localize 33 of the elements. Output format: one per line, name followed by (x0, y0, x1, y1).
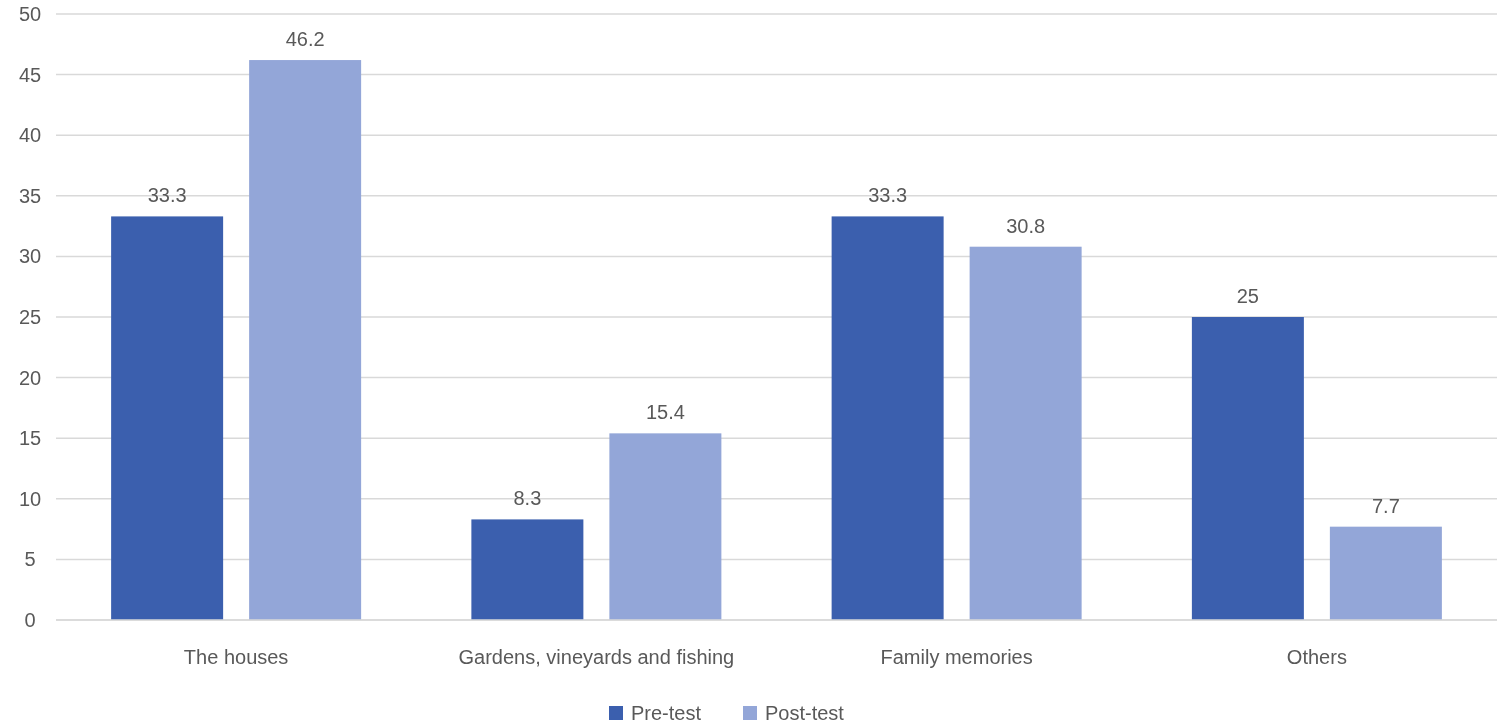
data-label: 33.3 (868, 184, 908, 207)
y-tick-label: 10 (18, 487, 42, 510)
bar (471, 519, 584, 620)
y-tick-label: 50 (18, 3, 42, 25)
legend-label: Post-test (765, 702, 845, 724)
y-tick-label: 30 (18, 245, 42, 268)
data-label: 30.8 (1006, 214, 1046, 237)
x-tick-label: The houses (183, 646, 289, 668)
bar (609, 433, 722, 620)
y-tick-label: 25 (18, 306, 42, 328)
bar (111, 216, 224, 620)
data-label: 7.7 (1371, 494, 1400, 517)
bar (831, 216, 944, 620)
bar (249, 60, 362, 620)
y-tick-label: 45 (18, 63, 42, 86)
y-tick-label: 20 (18, 366, 42, 389)
x-tick-label: Others (1286, 646, 1347, 668)
x-tick-label: Family memories (880, 646, 1033, 668)
x-tick-label: Gardens, vineyards and fishing (458, 646, 735, 668)
legend-label: Pre-test (631, 702, 702, 724)
y-tick-label: 15 (18, 427, 42, 450)
data-label: 33.3 (147, 184, 187, 207)
y-tick-label: 0 (24, 609, 36, 631)
y-tick-label: 35 (18, 184, 42, 207)
data-label: 8.3 (513, 487, 542, 510)
bar (1191, 317, 1304, 620)
bar (1329, 526, 1442, 620)
data-label: 46.2 (285, 28, 325, 51)
y-tick-label: 40 (18, 124, 42, 147)
data-label: 15.4 (645, 401, 685, 424)
y-tick-label: 5 (24, 548, 36, 571)
data-label: 25 (1236, 285, 1259, 307)
bar (969, 246, 1082, 620)
